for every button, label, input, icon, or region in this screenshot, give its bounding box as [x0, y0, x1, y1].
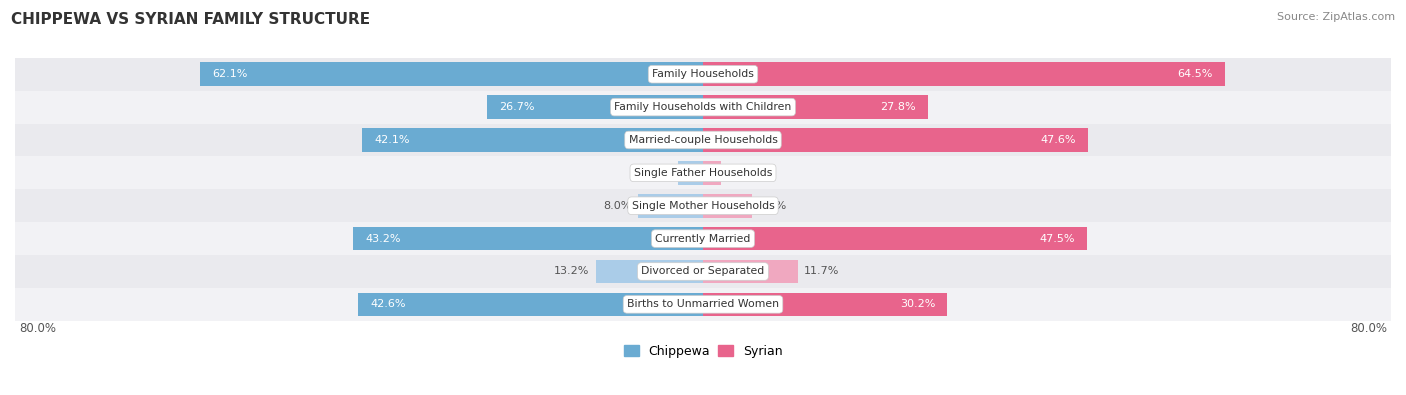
- Text: 43.2%: 43.2%: [366, 233, 401, 244]
- Bar: [703, 95, 928, 119]
- Text: Source: ZipAtlas.com: Source: ZipAtlas.com: [1277, 12, 1395, 22]
- Bar: [15, 58, 1391, 91]
- Bar: [703, 194, 752, 218]
- Text: 80.0%: 80.0%: [1350, 322, 1386, 335]
- Bar: [15, 124, 1391, 156]
- Text: 30.2%: 30.2%: [900, 299, 935, 309]
- Bar: [15, 222, 1391, 255]
- Text: Births to Unmarried Women: Births to Unmarried Women: [627, 299, 779, 309]
- Bar: [596, 260, 703, 283]
- Text: 3.1%: 3.1%: [643, 168, 672, 178]
- Bar: [486, 95, 703, 119]
- Text: 64.5%: 64.5%: [1178, 69, 1213, 79]
- Text: 2.2%: 2.2%: [727, 168, 756, 178]
- Bar: [703, 260, 797, 283]
- Text: 6.0%: 6.0%: [758, 201, 786, 211]
- Bar: [703, 62, 1225, 86]
- Text: 62.1%: 62.1%: [212, 69, 247, 79]
- Text: CHIPPEWA VS SYRIAN FAMILY STRUCTURE: CHIPPEWA VS SYRIAN FAMILY STRUCTURE: [11, 12, 370, 27]
- Text: 42.6%: 42.6%: [370, 299, 406, 309]
- Text: Family Households with Children: Family Households with Children: [614, 102, 792, 112]
- Bar: [363, 128, 703, 152]
- Bar: [703, 161, 721, 185]
- Legend: Chippewa, Syrian: Chippewa, Syrian: [619, 340, 787, 363]
- Bar: [703, 128, 1088, 152]
- Text: Family Households: Family Households: [652, 69, 754, 79]
- Bar: [201, 62, 703, 86]
- Bar: [15, 156, 1391, 189]
- Bar: [15, 255, 1391, 288]
- Bar: [353, 227, 703, 250]
- Text: 8.0%: 8.0%: [603, 201, 631, 211]
- Bar: [703, 293, 948, 316]
- Bar: [638, 194, 703, 218]
- Text: Married-couple Households: Married-couple Households: [628, 135, 778, 145]
- Text: Divorced or Separated: Divorced or Separated: [641, 267, 765, 276]
- Bar: [15, 189, 1391, 222]
- Text: Single Father Households: Single Father Households: [634, 168, 772, 178]
- Text: 47.5%: 47.5%: [1040, 233, 1076, 244]
- Text: 47.6%: 47.6%: [1040, 135, 1076, 145]
- Bar: [15, 91, 1391, 124]
- Bar: [703, 227, 1087, 250]
- Text: Currently Married: Currently Married: [655, 233, 751, 244]
- Text: 42.1%: 42.1%: [374, 135, 411, 145]
- Text: Single Mother Households: Single Mother Households: [631, 201, 775, 211]
- Bar: [359, 293, 703, 316]
- Bar: [678, 161, 703, 185]
- Text: 13.2%: 13.2%: [554, 267, 589, 276]
- Text: 11.7%: 11.7%: [804, 267, 839, 276]
- Text: 80.0%: 80.0%: [20, 322, 56, 335]
- Text: 27.8%: 27.8%: [880, 102, 915, 112]
- Bar: [15, 288, 1391, 321]
- Text: 26.7%: 26.7%: [499, 102, 534, 112]
